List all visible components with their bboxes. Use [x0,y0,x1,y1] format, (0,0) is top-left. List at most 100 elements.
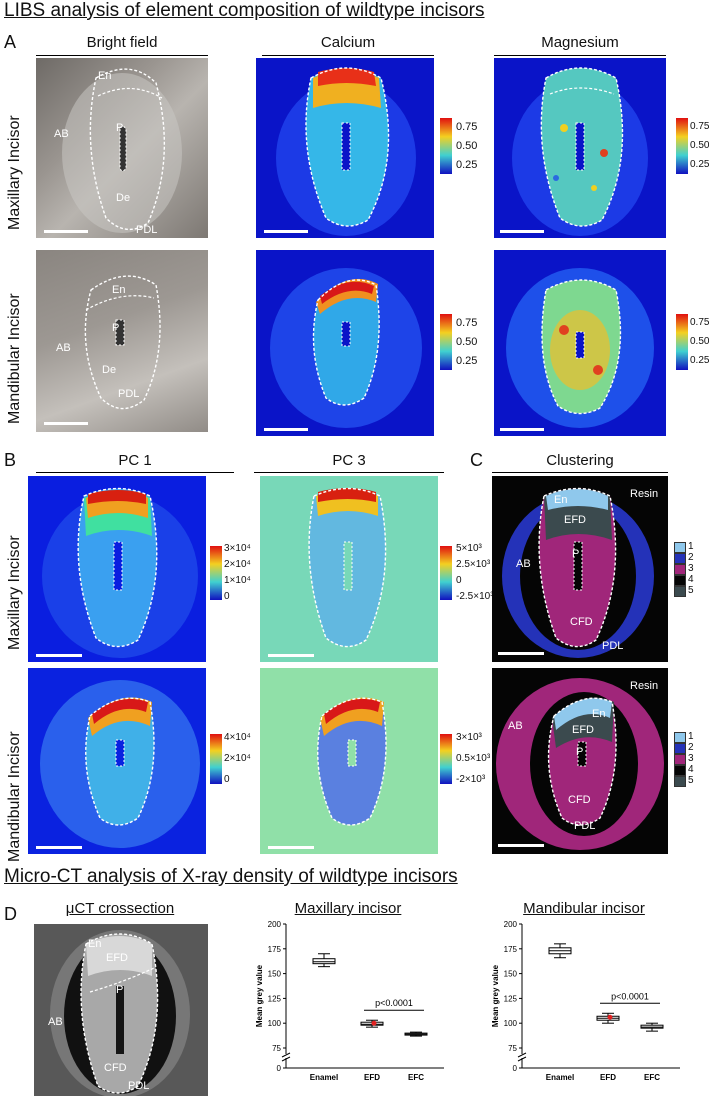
label-p: P [112,322,120,334]
colorbar-tick: 2×10⁴ [224,753,251,764]
legend-swatch [674,776,686,787]
legend-label: 4 [688,764,694,775]
colorbar-magnesium-mandibular [676,314,688,370]
colorbar-tick: 3×10³ [456,732,482,743]
label-en: En [112,284,126,296]
legend-label: 1 [688,541,694,552]
panel-label-c: C [470,450,483,470]
colorbar-pc1-maxillary [210,546,222,600]
col-rule [262,55,434,56]
legend-label: 3 [688,563,694,574]
colorbar-tick: 3×10⁴ [224,543,251,554]
axis-break [281,1052,291,1058]
row-label-maxillary: Maxillary Incisor [6,535,23,650]
label-p: P [116,984,124,996]
scale-bar [500,428,544,431]
scale-bar [36,654,82,657]
legend-label: 3 [688,753,694,764]
scale-bar [44,230,88,233]
colorbar-tick: 4×10⁴ [224,732,251,743]
colorbar-tick: 0 [456,575,462,586]
colorbar-tick: 2×10⁴ [224,559,251,570]
label-cfd: CFD [568,794,591,806]
legend-swatch [674,732,686,743]
pc1-maxillary-map [28,476,206,662]
ct-title: μCT crossection [65,900,175,917]
colorbar-tick: -2×10³ [456,774,486,785]
col-rule [494,55,666,56]
calcium-mandibular-map [256,250,434,436]
label-ab: AB [48,1016,63,1028]
label-p: P [116,122,124,134]
scale-bar [498,652,544,655]
box-chart-mandibular: 0 75 100 125 150 175 200 Mean grey value Enamel E… [491,920,680,1082]
label-de: De [102,364,117,376]
label-en: En [554,494,568,506]
x-tick-label: Enamel [546,1073,574,1082]
clustering-mandibular-map: Resin En EFD P AB CFD PDL [492,668,668,854]
label-de: De [116,192,131,204]
scale-bar [264,428,308,431]
x-tick-label: Enamel [310,1073,338,1082]
clustering-maxillary-map: Resin En EFD P AB CFD PDL [492,476,668,662]
y-tick-label: 150 [268,970,282,979]
y-tick-label: 75 [272,1044,281,1053]
panel-label-d: D [4,904,17,924]
y-tick-label: 200 [504,920,518,929]
y-tick-label: 125 [268,994,282,1003]
scale-bar [268,846,314,849]
colorbar-calcium-maxillary [440,118,452,174]
colorbar-pc1-mandibular [210,734,222,784]
legend-label: 1 [688,731,694,742]
x-tick-label: EFC [644,1073,660,1082]
colorbar-tick: 5×10³ [456,543,482,554]
colorbar-magnesium-maxillary [676,118,688,174]
y-tick-label: 175 [268,945,282,954]
legend-swatch [674,754,686,765]
label-cfd: CFD [104,1062,127,1074]
y-tick-label: 200 [268,920,282,929]
y-tick-label: 150 [504,970,518,979]
legend-swatch [674,553,686,564]
label-pdl: PDL [136,224,158,236]
label-efd: EFD [572,724,594,736]
y-tick-label: 0 [513,1064,518,1073]
magnesium-maxillary-map [494,58,666,238]
legend-label: 5 [688,585,694,596]
label-en: En [98,70,112,82]
brightfield-maxillary-image: En P AB De PDL [36,58,208,238]
legend-swatch [674,765,686,776]
colorbar-tick: 0.50 [690,336,709,347]
col-title-magnesium: Magnesium [541,34,619,51]
y-axis-label: Mean grey value [491,964,500,1027]
colorbar-tick: 0.25 [690,355,709,366]
col-rule [36,472,234,473]
chart-title-mandibular: Mandibular incisor [523,900,645,917]
pc1-mandibular-map [28,668,206,854]
legend-label: 5 [688,775,694,786]
colorbar-tick: -2.5×10³ [456,591,494,602]
y-tick-label: 175 [504,945,518,954]
y-tick-label: 0 [277,1064,282,1073]
row-label-mandibular: Mandibular Incisor [6,731,23,862]
colorbar-tick: 0.50 [690,140,709,151]
legend-label: 2 [688,742,694,753]
col-title-calcium: Calcium [320,34,376,51]
outlier-point [371,1020,377,1026]
y-tick-label: 100 [268,1019,282,1028]
significance-label: p<0.0001 [375,998,413,1008]
panel-label-b: B [4,450,17,470]
scale-bar [498,844,544,847]
colorbar-tick: 0 [224,774,230,785]
microct-section-title: Micro-CT analysis of X-ray density of wi… [4,866,458,887]
scale-bar [264,230,308,233]
box-chart-maxillary: 0 75 100 125 150 175 200 Mean grey value Enamel E… [255,920,444,1082]
col-title-pc1: PC 1 [118,452,152,469]
x-tick-label: EFC [408,1073,424,1082]
label-efd: EFD [106,952,128,964]
label-cfd: CFD [570,616,593,628]
legend-swatch [674,586,686,597]
legend-label: 4 [688,574,694,585]
scale-bar [36,846,82,849]
legend-swatch [674,564,686,575]
